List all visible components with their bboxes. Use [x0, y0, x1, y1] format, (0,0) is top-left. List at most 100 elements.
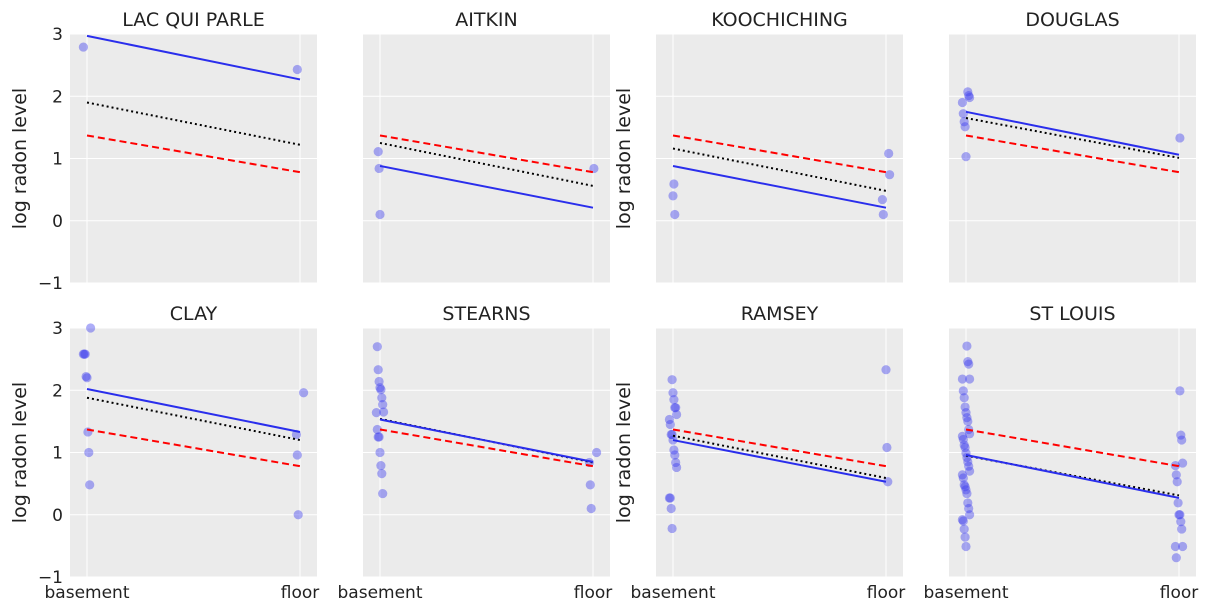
blue-line	[965, 454, 1180, 499]
data-point	[1171, 470, 1181, 480]
subplot-st-louis: ST LOUIS basement floor	[924, 303, 1199, 603]
data-point	[373, 432, 383, 442]
data-point	[78, 349, 88, 359]
data-point	[957, 431, 968, 441]
data-point	[299, 388, 309, 398]
black-dotted-line	[86, 101, 301, 146]
y-axis-label: log radon level	[613, 88, 635, 229]
data-point	[670, 450, 680, 460]
blue-line	[379, 418, 594, 463]
data-point	[1177, 435, 1187, 445]
data-point	[372, 424, 382, 435]
data-point	[958, 434, 968, 445]
data-point	[1178, 458, 1188, 468]
y-tick-label: −1	[38, 274, 63, 294]
data-point	[877, 194, 888, 205]
data-point	[965, 466, 975, 476]
data-point	[379, 407, 389, 417]
red-dashed-line	[965, 428, 1180, 468]
data-point	[79, 349, 89, 359]
data-point	[960, 402, 970, 412]
data-point	[78, 42, 88, 52]
data-point	[962, 413, 972, 423]
subplot-title: RAMSEY	[741, 303, 819, 325]
data-point	[378, 488, 388, 499]
data-point	[373, 147, 383, 157]
data-point	[959, 480, 969, 490]
subplot-stearns: STEARNS basement floor	[338, 303, 613, 603]
data-point	[1172, 477, 1182, 487]
y-tick-label: 1	[52, 444, 63, 464]
data-point	[885, 170, 895, 180]
blue-line	[86, 388, 301, 433]
data-point	[965, 92, 975, 103]
data-point	[1178, 541, 1188, 552]
data-point	[372, 342, 382, 352]
data-point	[1171, 553, 1181, 563]
data-point	[82, 373, 92, 383]
data-point	[964, 503, 974, 514]
blue-line	[86, 34, 301, 81]
x-tick-label: floor	[1160, 583, 1199, 603]
data-point	[1174, 510, 1184, 520]
data-point	[585, 480, 595, 490]
subplot-title: STEARNS	[442, 303, 530, 325]
data-point	[671, 403, 681, 413]
red-dashed-line	[672, 428, 887, 468]
data-point	[374, 376, 384, 387]
data-point	[965, 510, 975, 520]
data-point	[960, 482, 970, 492]
x-tick-label: floor	[281, 583, 320, 603]
y-tick-label: 0	[52, 212, 63, 232]
data-point	[371, 408, 381, 418]
data-point	[292, 450, 302, 460]
data-point	[958, 516, 968, 526]
data-point	[965, 429, 975, 439]
data-point	[883, 477, 893, 487]
data-point	[667, 375, 677, 385]
data-point	[961, 152, 971, 162]
data-point	[664, 493, 675, 503]
y-tick-label: 3	[52, 319, 63, 339]
data-point	[592, 447, 602, 458]
data-point	[86, 323, 96, 333]
data-point	[670, 403, 680, 413]
data-point	[881, 365, 891, 375]
data-point	[666, 503, 676, 514]
y-axis-label: log radon level	[9, 88, 31, 229]
y-tick-label: 0	[52, 506, 63, 526]
data-point	[963, 416, 973, 426]
subplot-title: CLAY	[170, 303, 218, 325]
y-axis-label: log radon level	[613, 382, 635, 523]
subplot-lac-qui-parle: LAC QUI PARLE −1 0 1 2 3 log radon level	[9, 9, 317, 294]
data-point	[672, 409, 682, 420]
data-point	[665, 493, 675, 503]
data-point	[378, 399, 388, 410]
y-tick-label: 2	[52, 381, 63, 401]
black-dotted-line	[965, 117, 1180, 159]
data-point	[667, 523, 677, 534]
data-point	[586, 503, 596, 514]
data-point	[1175, 386, 1185, 396]
data-point	[373, 365, 383, 375]
red-dashed-line	[965, 134, 1180, 174]
data-point	[962, 488, 972, 499]
blue-line	[379, 164, 594, 209]
subplot-title: KOOCHICHING	[711, 9, 848, 31]
data-point	[963, 87, 973, 97]
data-point	[964, 359, 974, 369]
data-point	[964, 91, 974, 101]
data-point	[664, 414, 675, 425]
data-point	[1176, 516, 1186, 527]
subplot-douglas: DOUGLAS	[949, 9, 1196, 284]
data-point	[957, 515, 968, 525]
y-axis-label: log radon level	[9, 382, 31, 523]
data-point	[1173, 498, 1183, 508]
x-tick-label: floor	[867, 583, 906, 603]
data-point	[375, 447, 385, 458]
data-point	[884, 148, 894, 159]
data-point	[960, 532, 970, 542]
subplot-ramsey: RAMSEY log radon level basement floor	[613, 303, 905, 603]
data-point	[85, 480, 95, 490]
